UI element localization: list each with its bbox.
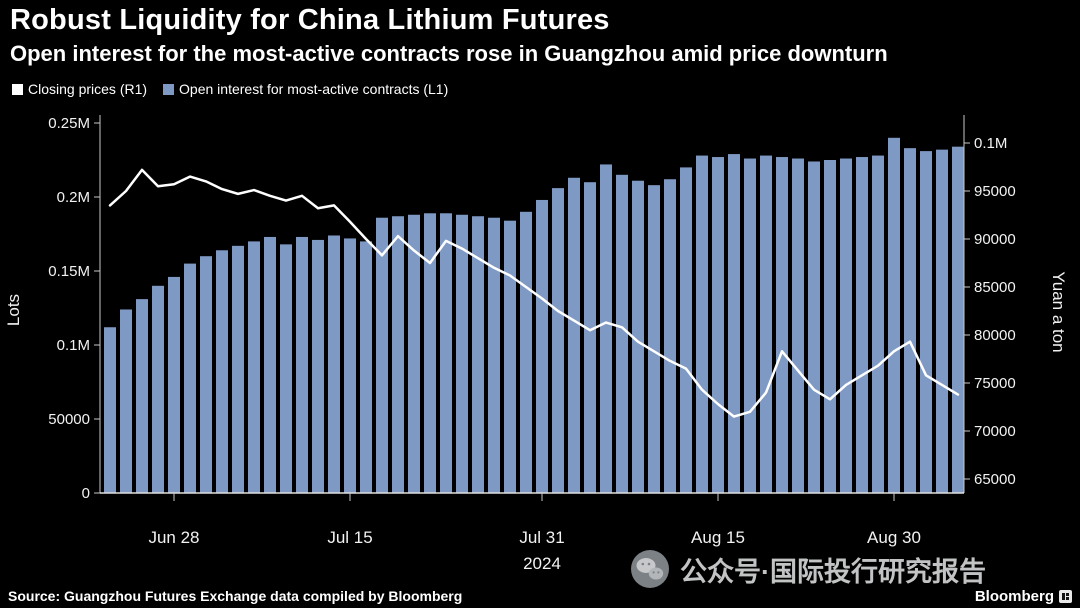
open-interest-bar bbox=[232, 245, 244, 493]
open-interest-bar bbox=[136, 299, 148, 493]
open-interest-bar bbox=[664, 179, 676, 493]
open-interest-bar bbox=[600, 164, 612, 493]
bloomberg-logo-icon bbox=[1059, 590, 1072, 603]
open-interest-bar bbox=[504, 220, 516, 493]
right-axis-tick-label: 70000 bbox=[974, 423, 1016, 440]
chart-legend: Closing prices (R1) Open interest for mo… bbox=[12, 81, 448, 97]
open-interest-bar bbox=[392, 216, 404, 493]
open-interest-bar bbox=[888, 137, 900, 494]
open-interest-bar bbox=[728, 154, 740, 493]
closing-price-line bbox=[108, 168, 960, 418]
open-interest-bar bbox=[760, 155, 772, 493]
legend-item-open-interest: Open interest for most-active contracts … bbox=[163, 81, 448, 97]
open-interest-bar bbox=[648, 185, 660, 493]
right-axis-tick-label: 0.1M bbox=[974, 135, 1007, 152]
open-interest-bar bbox=[216, 250, 228, 493]
x-axis-tick-label: Jul 15 bbox=[327, 528, 372, 547]
left-axis-tick-label: 50000 bbox=[48, 411, 90, 428]
open-interest-bar bbox=[936, 149, 948, 493]
right-axis-tick-label: 90000 bbox=[974, 231, 1016, 248]
legend-label-open-interest: Open interest for most-active contracts … bbox=[179, 81, 449, 97]
open-interest-bar bbox=[424, 213, 436, 493]
left-axis-tick-label: 0 bbox=[82, 485, 90, 502]
open-interest-bar bbox=[680, 167, 692, 493]
open-interest-bar bbox=[712, 157, 724, 493]
open-interest-bar bbox=[632, 180, 644, 493]
open-interest-bar bbox=[568, 177, 580, 493]
open-interest-bar bbox=[744, 158, 756, 493]
open-interest-bar bbox=[408, 214, 420, 493]
x-axis-tick-label: Jul 31 bbox=[519, 528, 564, 547]
right-axis-tick-label: 75000 bbox=[974, 375, 1016, 392]
open-interest-bar bbox=[296, 236, 308, 493]
bloomberg-wordmark: Bloomberg bbox=[975, 588, 1072, 605]
open-interest-bar bbox=[856, 157, 868, 493]
year-label: 2024 bbox=[523, 554, 561, 573]
open-interest-bar bbox=[776, 157, 788, 493]
chart-subtitle: Open interest for the most-active contra… bbox=[10, 41, 888, 66]
open-interest-bar bbox=[328, 235, 340, 494]
open-interest-bar bbox=[360, 241, 372, 493]
left-axis-tick-label: 0.2M bbox=[57, 189, 90, 206]
left-axis-tick-label: 0.25M bbox=[48, 115, 90, 132]
open-interest-bar bbox=[472, 216, 484, 493]
open-interest-bar bbox=[104, 327, 116, 493]
open-interest-bar bbox=[824, 160, 836, 493]
source-note: Source: Guangzhou Futures Exchange data … bbox=[8, 588, 463, 604]
open-interest-bar bbox=[376, 217, 388, 493]
closing-prices-swatch-icon bbox=[12, 83, 23, 95]
right-axis-title: Yuan a ton bbox=[1049, 271, 1068, 353]
open-interest-bar bbox=[440, 213, 452, 493]
open-interest-bar bbox=[616, 174, 628, 494]
open-interest-bar bbox=[280, 244, 292, 493]
chart-title: Robust Liquidity for China Lithium Futur… bbox=[10, 4, 610, 36]
combo-chart-plot: 0 50000 0.1M 0.15M 0.2M 0.25M 65000 70000 75000 8… bbox=[48, 115, 1016, 573]
legend-item-closing-prices: Closing prices (R1) bbox=[12, 81, 147, 97]
open-interest-bar bbox=[536, 199, 548, 493]
wechat-icon bbox=[631, 550, 669, 588]
open-interest-bar bbox=[168, 276, 180, 493]
open-interest-bar bbox=[264, 236, 276, 493]
watermark-text: 公众号·国际投行研究报告 bbox=[680, 556, 986, 587]
open-interest-bar bbox=[312, 239, 324, 493]
open-interest-bar bbox=[872, 155, 884, 493]
right-axis-tick-label: 85000 bbox=[974, 279, 1016, 296]
open-interest-bar bbox=[248, 241, 260, 493]
open-interest-bar bbox=[344, 238, 356, 493]
open-interest-bar bbox=[200, 256, 212, 493]
open-interest-bar bbox=[696, 155, 708, 493]
open-interest-swatch-icon bbox=[163, 83, 175, 95]
legend-label-closing-prices: Closing prices (R1) bbox=[28, 81, 148, 97]
x-axis-tick-label: Jun 28 bbox=[148, 528, 199, 547]
open-interest-bar bbox=[184, 263, 196, 493]
left-axis-tick-label: 0.15M bbox=[48, 263, 90, 280]
x-axis-tick-label: Aug 30 bbox=[867, 528, 921, 547]
bloomberg-brand-text: Bloomberg bbox=[974, 588, 1054, 605]
left-axis-tick-label: 0.1M bbox=[57, 337, 90, 354]
right-axis-tick-label: 65000 bbox=[974, 471, 1016, 488]
right-axis-tick-label: 95000 bbox=[974, 183, 1016, 200]
open-interest-bar bbox=[952, 146, 964, 493]
open-interest-bar bbox=[520, 211, 532, 494]
open-interest-bar bbox=[920, 151, 932, 493]
right-axis-tick-label: 80000 bbox=[974, 327, 1016, 344]
open-interest-bar bbox=[904, 148, 916, 493]
watermark: 公众号·国际投行研究报告 bbox=[630, 549, 986, 589]
open-interest-bar bbox=[792, 158, 804, 493]
open-interest-bar bbox=[456, 214, 468, 493]
open-interest-bar bbox=[120, 309, 132, 493]
left-axis-title: Lots bbox=[4, 293, 23, 327]
x-axis-tick-label: Aug 15 bbox=[691, 528, 745, 547]
open-interest-bar bbox=[840, 158, 852, 493]
open-interest-bar bbox=[488, 217, 500, 493]
open-interest-bar bbox=[552, 188, 564, 493]
open-interest-bar bbox=[584, 182, 596, 493]
open-interest-bar bbox=[808, 161, 820, 494]
open-interest-bar bbox=[152, 285, 164, 493]
